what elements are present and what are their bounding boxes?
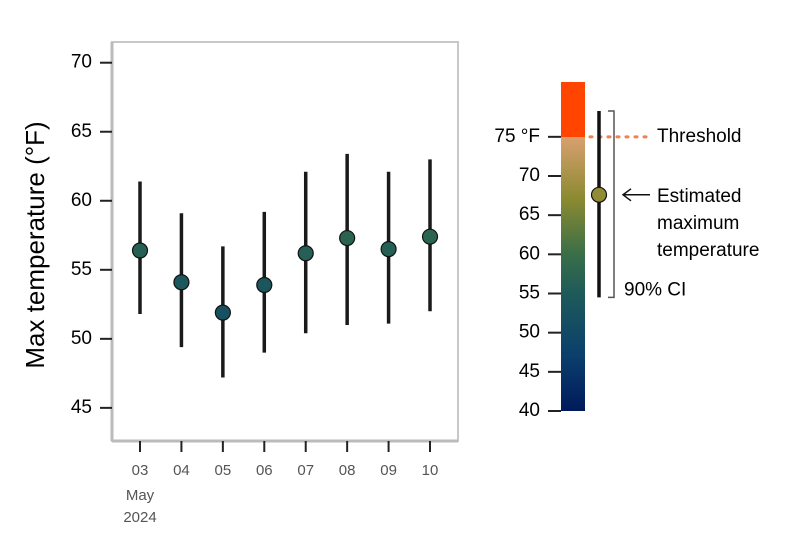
y-axis-title: Max temperature (°F) [20,121,50,368]
point [339,229,356,247]
legend-tick-label: 75 °F [494,126,540,147]
point [297,245,314,262]
y-tick-label: 55 [71,259,92,280]
x-group-label: 2024 [123,509,156,526]
point [131,242,149,259]
x-tick-label: 07 [297,462,314,479]
x-tick-label: 10 [422,462,439,479]
point [173,274,190,291]
legend-tick-label: 70 [519,165,540,186]
legend-tick-label: 65 [519,204,540,225]
x-tick-label: 09 [380,462,397,479]
y-tick-label: 45 [71,397,92,418]
x-group-label: May [126,487,155,504]
plot-frame [111,41,459,442]
ci-bracket [608,110,615,299]
x-tick-label: 04 [173,462,190,479]
colorbar [561,82,585,411]
point [256,276,273,294]
x-tick-label: 03 [132,462,149,479]
x-tick-label: 08 [339,462,356,479]
y-tick-label: 60 [71,190,92,211]
example-label: maximum [657,213,739,234]
x-tick-label: 05 [215,462,232,479]
y-tick-label: 65 [71,121,92,142]
point [214,304,231,321]
ci-label: 90% CI [624,279,686,300]
y-tick-label: 50 [71,328,92,349]
point [421,228,439,245]
y-tick-label: 70 [71,52,92,73]
example-point [590,186,608,203]
example-label: Estimated [657,186,741,207]
legend-tick-label: 45 [519,361,540,382]
threshold-label: Threshold [657,126,742,147]
legend-tick-label: 50 [519,322,540,343]
x-tick-label: 06 [256,462,273,479]
example-label: temperature [657,240,759,261]
point [380,240,397,258]
legend-tick-label: 60 [519,243,540,264]
legend-tick-label: 40 [519,400,540,421]
legend-tick-label: 55 [519,283,540,304]
arrow [621,188,650,202]
